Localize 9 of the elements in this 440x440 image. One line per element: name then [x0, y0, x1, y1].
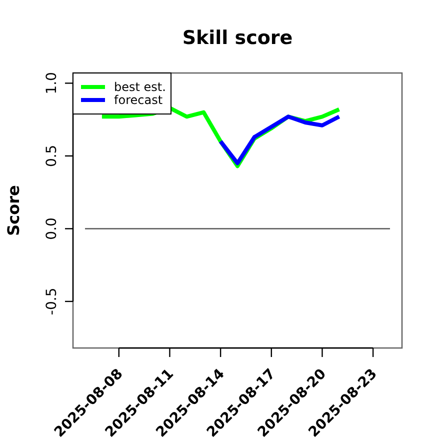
y-tick-label: -0.5 [44, 288, 60, 316]
y-tick-label: 0.0 [44, 218, 60, 240]
legend-label: best est. [114, 80, 166, 94]
y-tick-label: 1.0 [44, 72, 60, 94]
y-tick-label: 0.5 [44, 144, 60, 168]
y-axis-title: Score [4, 184, 23, 236]
chart-title: Skill score [182, 27, 293, 49]
legend-label: forecast [114, 93, 163, 108]
line-series [218, 114, 342, 166]
